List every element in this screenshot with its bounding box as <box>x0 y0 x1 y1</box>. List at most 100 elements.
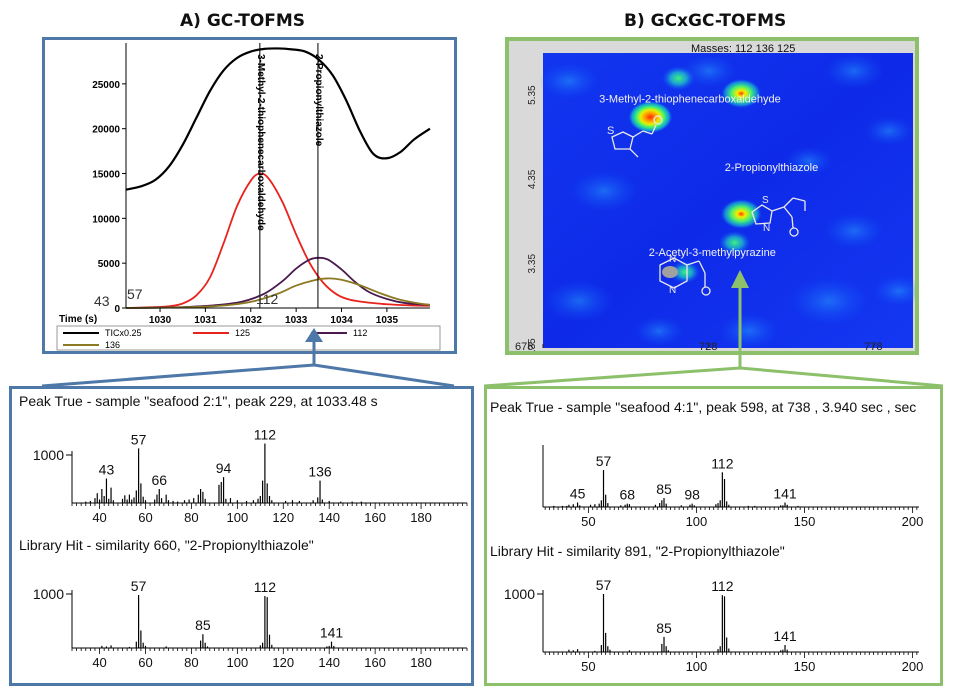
gc-x-tick-label: 1034 <box>330 315 353 326</box>
heatmap-peak <box>720 199 762 229</box>
spectrum-x-tick-label: 160 <box>364 510 386 525</box>
heatmap-x-tick-label: 678 <box>515 341 533 351</box>
spectrum-peak-label: 141 <box>773 628 797 644</box>
connector-gcxgc <box>483 366 944 388</box>
spectrum-peak-label: 141 <box>773 486 797 502</box>
spectrum-peak-label: 57 <box>131 578 147 594</box>
gc-x-axis-label: Time (s) <box>59 314 97 325</box>
spectrum-title: Library Hit - similarity 891, "2-Propion… <box>490 543 785 559</box>
spectrum-peak-label: 98 <box>684 487 700 503</box>
spectrum-x-tick-label: 150 <box>794 514 816 529</box>
heatmap-noise <box>681 54 737 88</box>
spectrum-peak-true-gcxgc: Peak True - sample "seafood 4:1", peak 5… <box>490 399 924 529</box>
spectrum-x-tick-label: 180 <box>410 655 432 670</box>
heatmap-noise <box>569 170 639 212</box>
heatmap-compound-label: 3-Methyl-2-thiophenecarboxaldehyde <box>599 94 781 106</box>
heatmap-noise <box>864 116 914 146</box>
structure-pyrazine-icon <box>659 257 711 296</box>
gc-marker-label: 2-Propionylthiazole <box>313 54 324 147</box>
heatmap-noise <box>824 213 884 249</box>
connector-gc <box>41 363 455 388</box>
heatmap-noise <box>824 53 884 89</box>
spectrum-x-tick-label: 100 <box>686 659 708 674</box>
spectrum-peak-label: 66 <box>151 472 167 488</box>
spectrum-x-tick-label: 140 <box>318 510 340 525</box>
spectrum-x-tick-label: 100 <box>686 514 708 529</box>
heatmap-noise <box>544 280 614 322</box>
heatmap-y-tick-label: 3.35 <box>527 254 538 274</box>
gcxgc-spectra-panel: Peak True - sample "seafood 4:1", peak 5… <box>484 386 943 686</box>
spectrum-peak-label: 94 <box>216 460 232 476</box>
spectrum-peak-label: 57 <box>131 431 147 447</box>
spectrum-title: Peak True - sample "seafood 2:1", peak 2… <box>19 393 378 409</box>
gcxgc-contour-plot: S S N N N 3-Methyl-2-thiophenecarboxalde… <box>515 43 915 351</box>
gc-y-tick-label: 10000 <box>92 214 120 225</box>
heatmap-peak <box>721 78 762 109</box>
structure-thiophene-icon <box>611 115 663 158</box>
heatmap-noise <box>539 63 599 99</box>
gc-panel: 0 5000 10000 15000 20000 25000 1030 1031 1032 103… <box>42 37 457 354</box>
spectrum-peak-true-gc: Peak True - sample "seafood 2:1", peak 2… <box>19 393 468 525</box>
spectrum-x-tick-label: 80 <box>184 655 198 670</box>
spectrum-peak-label: 141 <box>320 625 344 641</box>
spectrum-y-scale-label: 1000 <box>504 586 535 602</box>
gc-chromatogram: 0 5000 10000 15000 20000 25000 1030 1031 1032 103… <box>56 43 441 351</box>
heatmap-y-tick-label: 5.35 <box>527 85 538 105</box>
gc-y-tick-label: 20000 <box>92 125 120 136</box>
gc-x-tick-label: 1030 <box>149 315 172 326</box>
gc-legend-label: 112 <box>353 328 367 338</box>
structure-atom-n: N <box>669 285 676 296</box>
spectrum-peak-label: 85 <box>656 620 672 636</box>
heatmap-x-tick-label: 778 <box>864 341 882 351</box>
heatmap-y-tick-label: 2.35 <box>527 338 538 351</box>
spectrum-x-tick-label: 50 <box>581 659 595 674</box>
structure-atom-s: S <box>607 125 614 137</box>
heatmap-y-tick-label: 4.35 <box>527 169 538 189</box>
spectrum-x-tick-label: 60 <box>138 655 152 670</box>
spectrum-peak-label: 57 <box>596 453 612 469</box>
gc-legend <box>56 325 441 351</box>
spectrum-x-tick-label: 100 <box>226 510 248 525</box>
spectrum-x-tick-label: 100 <box>226 655 248 670</box>
spectrum-x-tick-label: 160 <box>364 655 386 670</box>
gc-spectra-panel: Peak True - sample "seafood 2:1", peak 2… <box>9 386 474 686</box>
gc-y-tick-label: 0 <box>114 304 120 315</box>
gc-x-tick-label: 1031 <box>194 315 217 326</box>
heatmap-x-tick-label: 728 <box>699 341 717 351</box>
gc-legend-label: TICx0.25 <box>105 328 142 338</box>
gc-x-tick-label: 1032 <box>240 315 263 326</box>
spectrum-peak-label: 57 <box>596 577 612 593</box>
gc-series-line-136 <box>125 277 431 309</box>
spectrum-peak-label: 43 <box>99 462 115 478</box>
spectrum-x-tick-label: 120 <box>272 655 294 670</box>
spectrum-x-tick-label: 200 <box>902 659 924 674</box>
structure-atom-n: N <box>763 223 770 234</box>
gc-legend-label: 136 <box>105 340 120 350</box>
spectrum-peak-label: 45 <box>570 486 586 502</box>
heatmap-peak <box>670 261 701 284</box>
heatmap-peak <box>661 66 695 91</box>
heatmap-title: Masses: 112 136 125 <box>691 43 795 55</box>
spectrum-y-scale-label: 1000 <box>33 586 64 602</box>
heatmap-noise <box>785 146 833 176</box>
spectrum-peak-label: 136 <box>308 464 332 480</box>
structure-ring-highlight <box>662 266 678 278</box>
heatmap-compound-label: 2-Propionylthiazole <box>725 162 819 174</box>
heatmap-noise <box>634 316 684 346</box>
spectrum-x-tick-label: 60 <box>138 510 152 525</box>
spectrum-peak-label: 112 <box>711 578 734 594</box>
spectrum-x-tick-label: 150 <box>794 659 816 674</box>
spectrum-peak-label: 85 <box>656 481 672 497</box>
gc-series-line-ticx025 <box>125 47 431 191</box>
gc-x-tick-label: 1035 <box>376 315 399 326</box>
spectrum-x-tick-label: 180 <box>410 510 432 525</box>
title-gcxgc-tofms: B) GCxGC-TOFMS <box>624 11 787 31</box>
heatmap-peak <box>628 101 673 134</box>
spectrum-peak-label: 112 <box>711 455 734 471</box>
spectrum-library-hit-gc: Library Hit - similarity 660, "2-Propion… <box>19 537 468 670</box>
spectrum-peak-label: 68 <box>619 487 635 503</box>
gc-legend-label: 125 <box>235 328 250 338</box>
spectrum-x-tick-label: 50 <box>581 514 595 529</box>
spectrum-x-tick-label: 200 <box>902 514 924 529</box>
spectrum-x-tick-label: 140 <box>318 655 340 670</box>
